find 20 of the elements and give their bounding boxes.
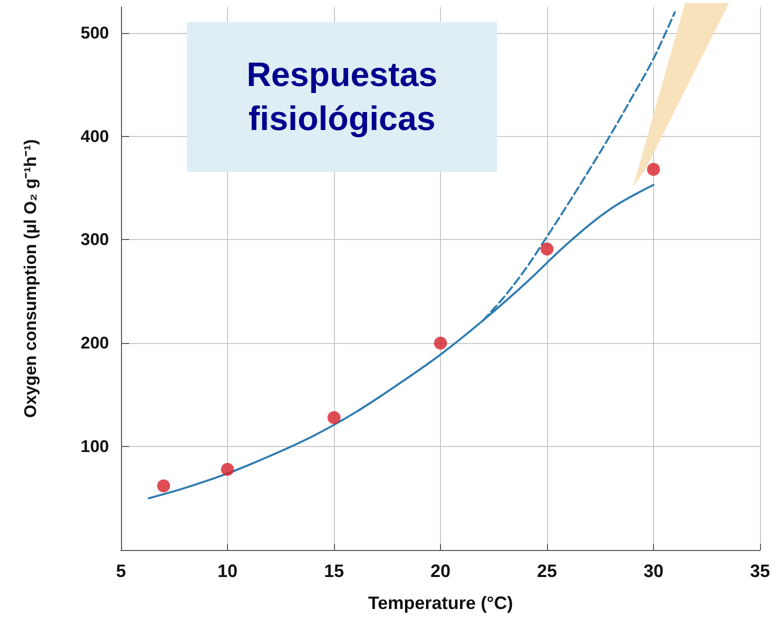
x-tick-label: 35 (750, 561, 770, 581)
point (328, 411, 340, 424)
y-tick-label: 200 (80, 334, 109, 353)
y-tick-label: 300 (80, 230, 109, 250)
point (221, 462, 234, 476)
x-tick-label: 5 (116, 561, 126, 581)
x-tick-label: 15 (324, 561, 344, 581)
point (540, 242, 554, 256)
point (647, 162, 660, 176)
point (434, 336, 447, 350)
y-axis-title: Oxygen consumption (µl O₂ g⁻¹h⁻¹) (21, 139, 40, 418)
x-axis-title: Temperature (°C) (368, 593, 513, 613)
x-tick-label: 30 (643, 561, 664, 581)
point (157, 479, 170, 492)
x-tick-label: 25 (536, 561, 558, 581)
x-tick-label: 10 (217, 561, 238, 581)
y-tick-label: 100 (80, 437, 109, 456)
x-tick-label: 20 (430, 561, 451, 581)
y-tick-label: 500 (80, 23, 109, 42)
y-tick-label: 400 (80, 126, 109, 146)
